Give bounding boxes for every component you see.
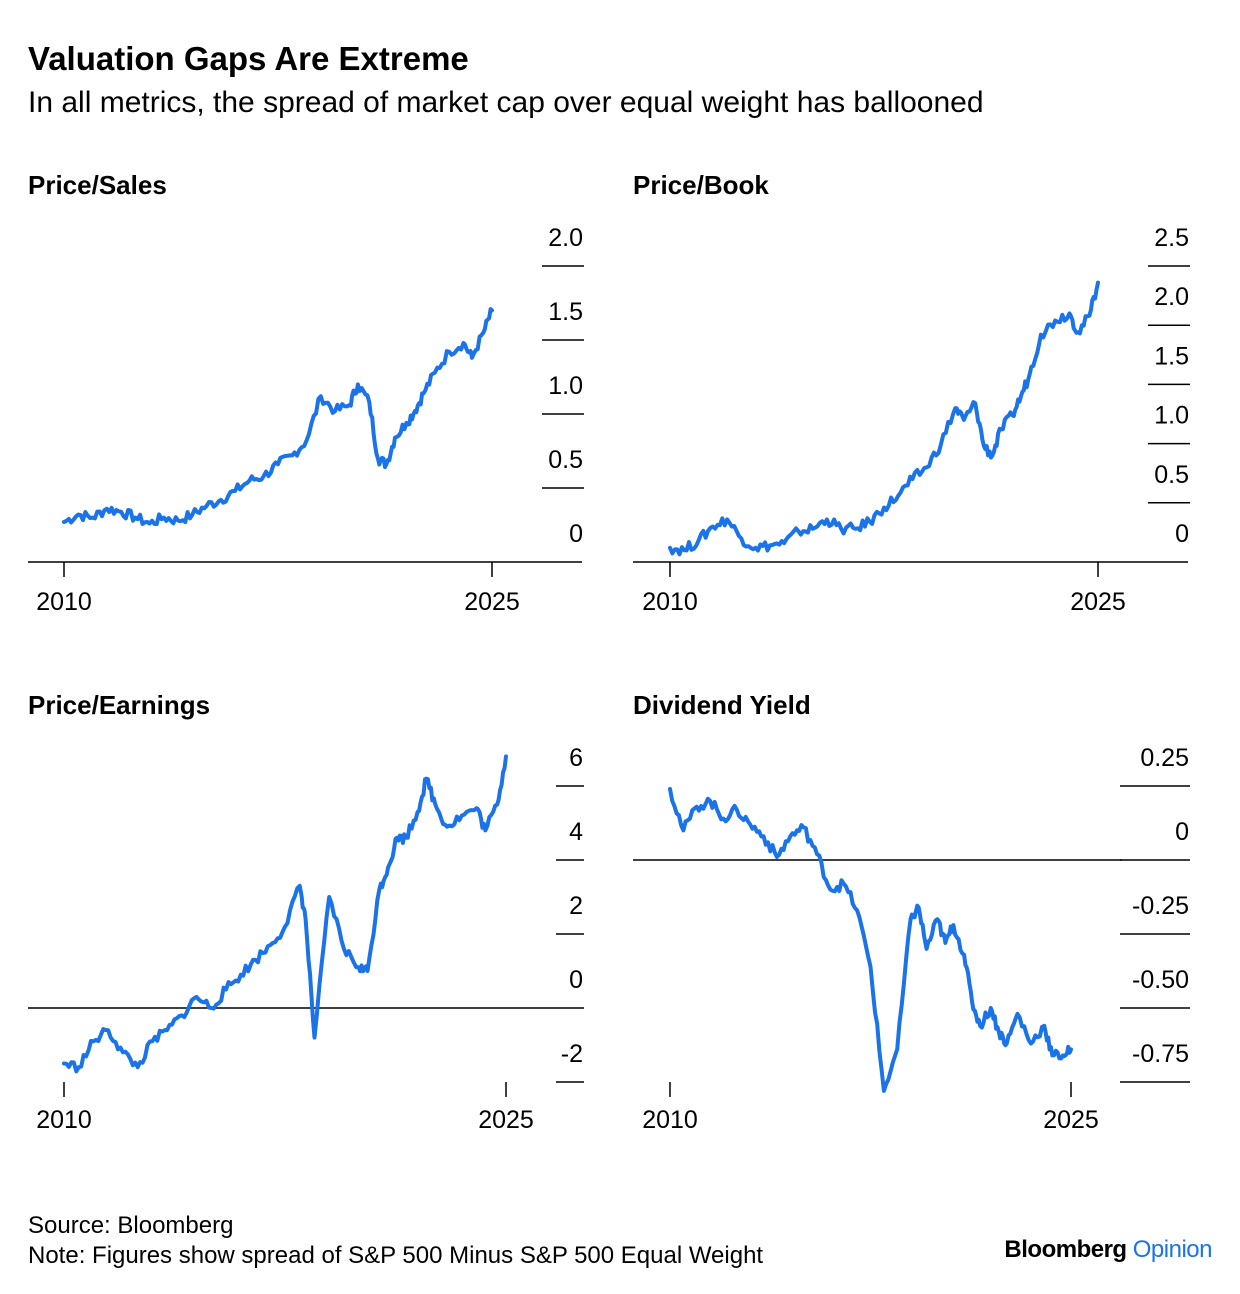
y-tick-label: 0.25 [1140, 744, 1189, 772]
panel-title-price-sales: Price/Sales [28, 170, 167, 200]
y-tick-label: 0.5 [548, 446, 583, 474]
x-tick-label: 2010 [642, 588, 698, 616]
panel-title-price-book: Price/Book [633, 170, 769, 200]
logo-brand: Bloomberg [1004, 1236, 1127, 1263]
y-tick-label: 4 [569, 818, 583, 846]
footnote: Note: Figures show spread of S&P 500 Min… [28, 1242, 764, 1269]
y-tick-label: 1.5 [548, 298, 583, 326]
y-tick-label: 2 [569, 892, 583, 920]
y-tick-label: 0 [1175, 818, 1189, 846]
y-tick-label: 2.0 [1154, 283, 1189, 311]
x-tick-label: 2025 [464, 588, 520, 616]
y-tick-label: -2 [561, 1040, 583, 1068]
source-note: Source: Bloomberg [28, 1212, 234, 1239]
y-tick-label: 2.0 [548, 224, 583, 252]
y-tick-label: 6 [569, 744, 583, 772]
panel-title-dividend-yield: Dividend Yield [633, 690, 811, 720]
chart-subtitle: In all metrics, the spread of market cap… [28, 86, 984, 119]
y-tick-label: 1.5 [1154, 342, 1189, 370]
x-tick-label: 2025 [1070, 588, 1126, 616]
y-tick-label: -0.25 [1132, 892, 1189, 920]
y-tick-label: 0 [569, 966, 583, 994]
y-tick-label: 0 [569, 520, 583, 548]
x-tick-label: 2010 [36, 588, 92, 616]
y-tick-label: 0 [1175, 520, 1189, 548]
x-tick-label: 2025 [1043, 1106, 1099, 1134]
x-tick-label: 2010 [36, 1106, 92, 1134]
series-line [668, 787, 1073, 1093]
series-line [668, 280, 1100, 557]
y-tick-label: -0.75 [1132, 1040, 1189, 1068]
x-tick-label: 2010 [642, 1106, 698, 1134]
y-tick-label: 1.0 [1154, 402, 1189, 430]
series-line [62, 307, 494, 527]
x-tick-label: 2025 [478, 1106, 534, 1134]
logo-suffix: Opinion [1132, 1236, 1213, 1263]
y-tick-label: -0.50 [1132, 966, 1189, 994]
y-tick-label: 1.0 [548, 372, 583, 400]
chart-title: Valuation Gaps Are Extreme [28, 40, 469, 77]
y-tick-label: 0.5 [1154, 461, 1189, 489]
panel-title-price-earnings: Price/Earnings [28, 690, 211, 720]
y-tick-label: 2.5 [1154, 224, 1189, 252]
series-line [62, 754, 508, 1074]
bloomberg-opinion-logo: Bloomberg Opinion [1004, 1236, 1212, 1264]
